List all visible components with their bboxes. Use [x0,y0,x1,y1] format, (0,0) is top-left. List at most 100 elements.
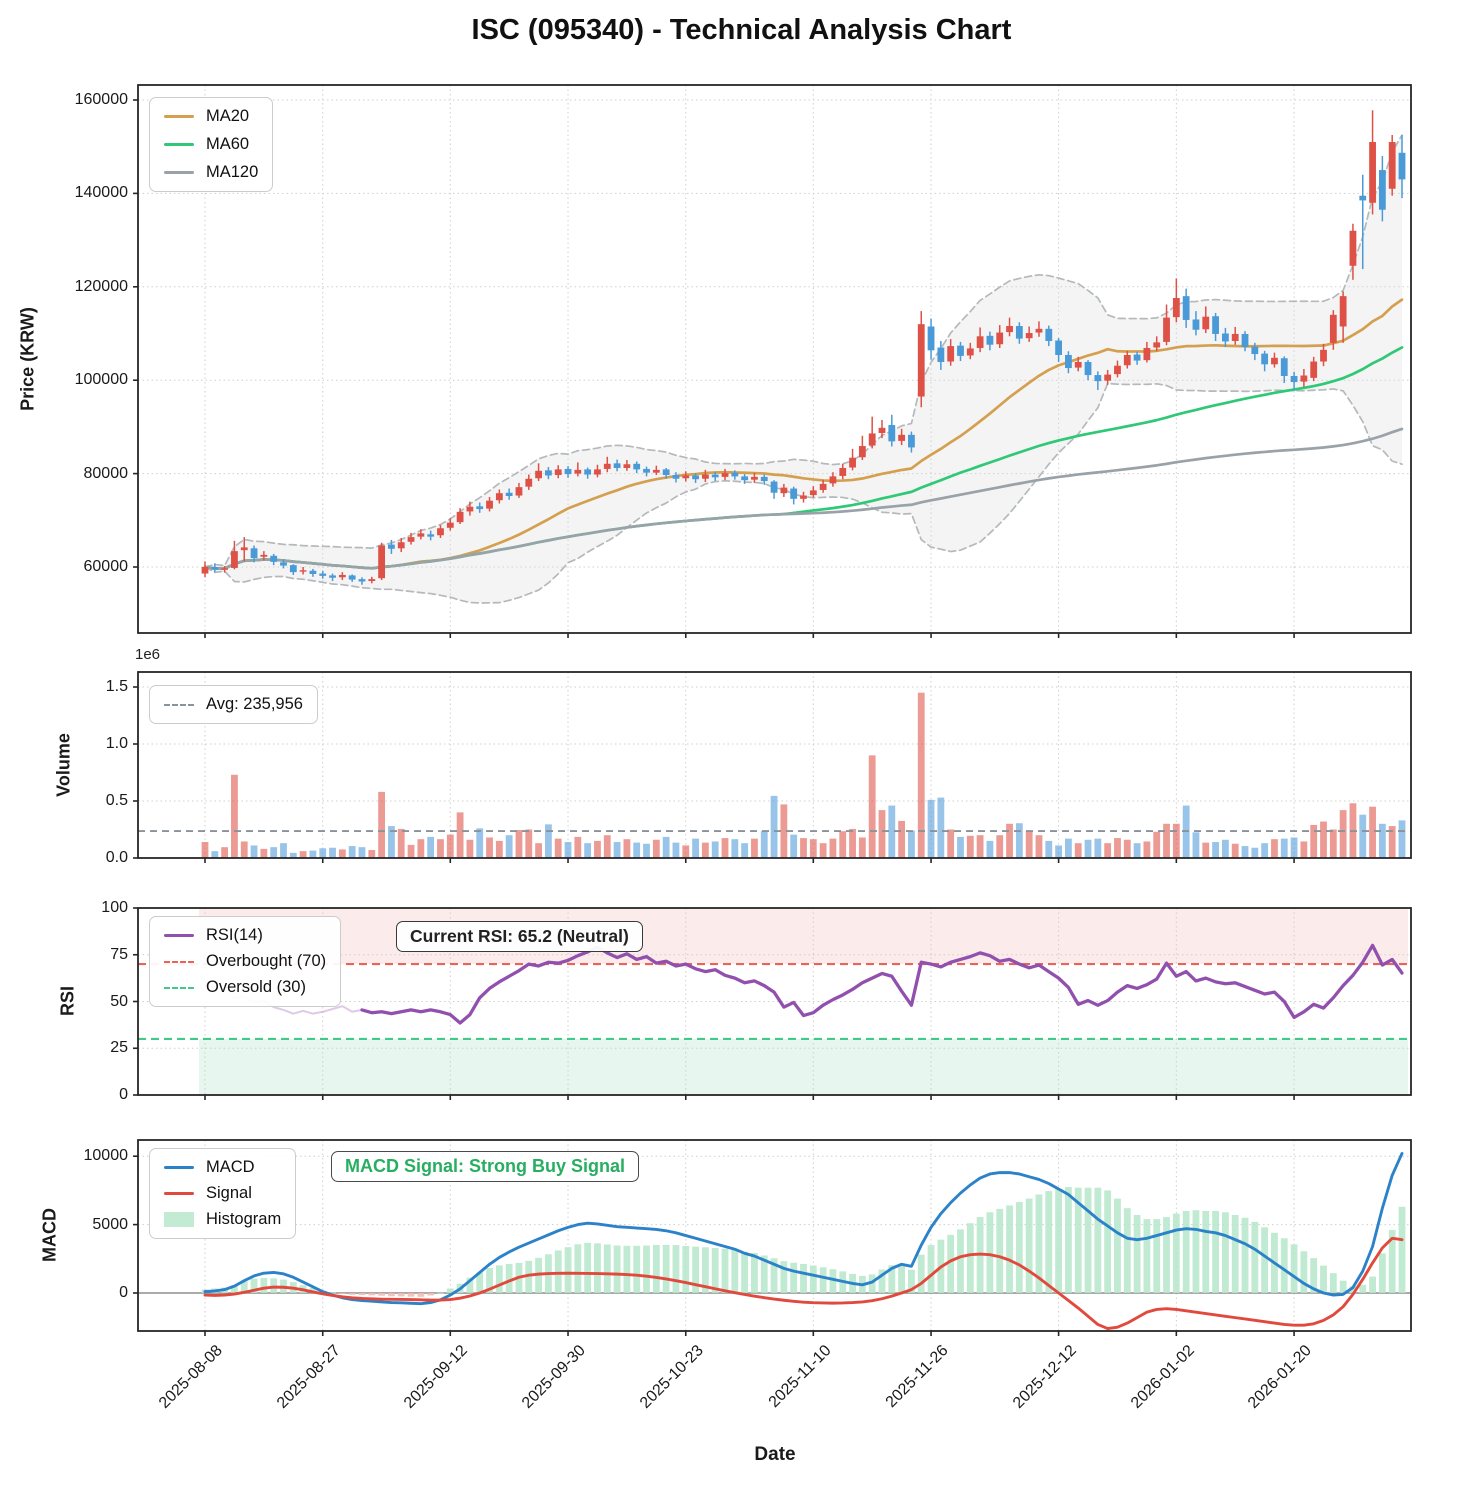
candle [211,567,219,570]
panel-border [137,671,1412,859]
volume-bar [486,837,493,858]
volume-bar [682,845,690,858]
histogram-bar [731,1249,739,1293]
price-axis-label: Price (KRW) [17,307,38,411]
legend-label: Oversold (30) [206,978,306,996]
histogram-bar [741,1251,749,1293]
volume-bar [1310,824,1318,858]
histogram-bar [1143,1219,1151,1293]
volume-bar [1261,843,1269,858]
histogram-bar [809,1265,817,1293]
candle [348,575,356,580]
volume-bar [1172,823,1180,858]
volume-bar [603,835,611,858]
candle [515,487,523,496]
y-tick-label: 0 [119,1086,128,1103]
rsi-oversold-zone [199,1038,1408,1095]
volume-bar [1388,826,1396,858]
histogram-bar [584,1242,592,1293]
volume-bar [1074,843,1082,858]
volume-bar [652,839,660,858]
volume-bar [937,797,945,858]
signal-line-icon [164,1192,194,1195]
panel-border [137,1139,1412,1332]
histogram-bar [711,1247,719,1293]
volume-bar [476,828,484,858]
candle [1182,296,1190,320]
candle [1329,314,1337,343]
y-tick-label: 75 [110,945,128,963]
candle [1241,333,1249,348]
histogram-bar [427,1293,435,1296]
rsi-overbought-zone [199,908,1408,965]
volume-bar [731,839,739,858]
volume-bar [1271,839,1278,858]
histogram-bar [388,1293,395,1297]
volume-bar [927,799,935,858]
volume-bar [1025,830,1033,858]
candle [231,551,238,568]
histogram-bar [819,1267,827,1293]
candle [1280,358,1288,376]
volume-bar [1065,838,1072,858]
volume-bar [1163,823,1170,858]
candle [1172,298,1180,318]
histogram-bar [250,1278,258,1293]
volume-bar [986,840,994,858]
candle [1388,142,1396,189]
volume-bar [495,840,503,858]
candle [1320,349,1327,362]
histogram-bar [623,1245,631,1293]
candle [986,335,994,345]
candle [1074,361,1082,368]
candle [878,427,886,433]
candle [957,345,964,356]
volume-bar [545,824,552,858]
histogram-bar [437,1292,444,1294]
volume-bar [819,843,827,858]
volume-bar [1055,845,1062,858]
candle [1035,328,1043,333]
legend-item-rsi: RSI(14) [164,926,326,945]
candle [417,533,425,537]
legend-item-ma60: MA60 [164,135,258,154]
histogram-bar [1133,1215,1141,1293]
candle [819,483,827,490]
volume-bar [240,841,248,858]
volume-bar [515,830,523,858]
candle [1006,326,1013,333]
candle [1133,354,1141,361]
volume-bar [1212,842,1219,858]
candle [1359,195,1367,201]
legend-item-oversold: Oversold (30) [164,978,326,997]
candle [908,434,915,448]
candle [1271,357,1278,365]
volume-bar [947,829,955,858]
candle [319,573,327,576]
histogram-bar [1261,1227,1269,1293]
candle [1339,296,1347,327]
candle [1065,354,1072,369]
volume-bar [211,851,219,858]
volume-bar [584,843,592,858]
volume-bar [613,842,621,858]
candle [711,474,719,478]
candle [368,579,376,582]
histogram-bar [1241,1217,1249,1293]
histogram-bar [927,1245,935,1293]
volume-bar [456,812,464,858]
y-tick-label: 60000 [83,558,129,575]
histogram-bar [721,1248,729,1293]
histogram-bar [888,1265,896,1293]
histogram-bar [486,1268,493,1293]
macd-annotation: MACD Signal: Strong Buy Signal [331,1151,640,1182]
volume-bar [996,835,1004,858]
volume-bar [250,845,258,858]
candle [545,470,552,476]
legend-item-ma120: MA120 [164,163,258,182]
candle [829,476,837,484]
ma20-line-icon [164,115,194,118]
legend-label: Overbought (70) [206,952,327,970]
legend-label: MA60 [206,135,250,153]
histogram-bar [613,1245,621,1293]
